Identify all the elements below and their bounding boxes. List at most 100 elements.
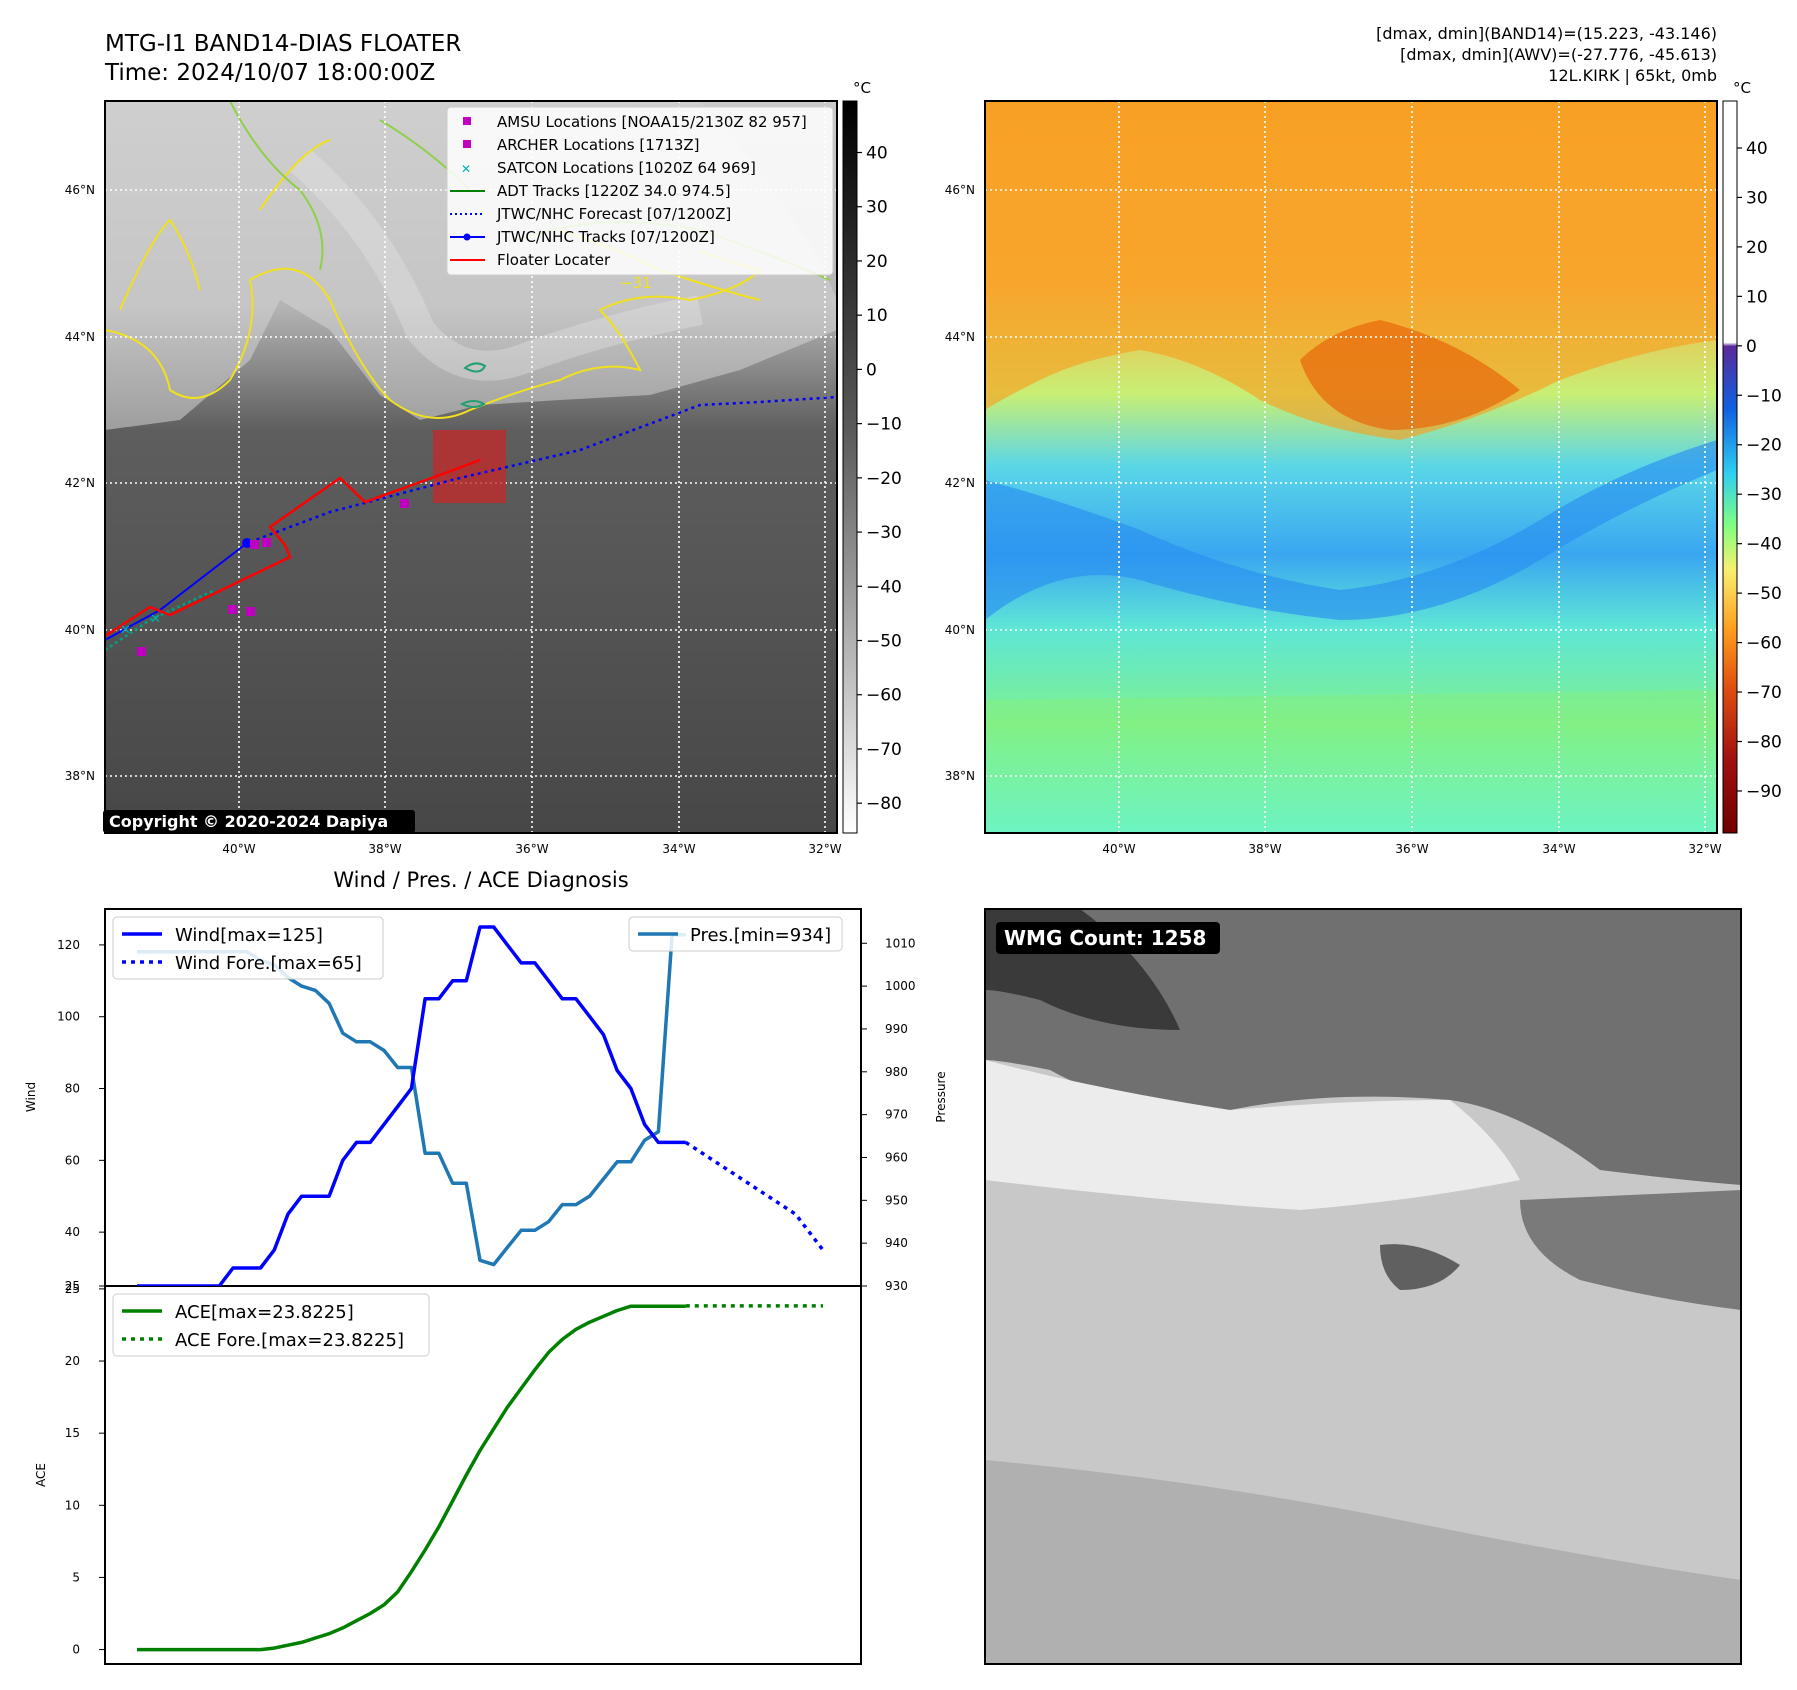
legend-label: ARCHER Locations [1713Z] bbox=[497, 136, 700, 154]
awv-frame bbox=[984, 100, 1718, 834]
lon-label: 38°W bbox=[368, 842, 401, 856]
colorbar-tick-label: −20 bbox=[1746, 436, 1782, 456]
wind-fore-legend-label: Wind Fore.[max=65] bbox=[175, 953, 362, 974]
colorbar-tick-label: 40 bbox=[866, 144, 888, 164]
awv-dry-region bbox=[985, 101, 1717, 440]
wind-legend: Wind[max=125] Wind Fore.[max=65] bbox=[112, 916, 384, 980]
legend-item: ADT Tracks [1220Z 34.0 974.5] bbox=[450, 182, 731, 200]
contour-yellow bbox=[105, 249, 762, 419]
satcon-x: ✕ bbox=[150, 612, 161, 627]
ace-yticks: 0 5 10 15 20 25 bbox=[65, 1282, 105, 1657]
legend-item: ARCHER Locations [1713Z] bbox=[463, 136, 700, 154]
colorbar-tick-label: 0 bbox=[1746, 337, 1757, 357]
legend-x-icon: ✕ bbox=[461, 162, 471, 176]
wind-tick-label: 60 bbox=[65, 1153, 80, 1167]
wmg-lower bbox=[985, 1460, 1741, 1664]
storm-info: 12L.KIRK | 65kt, 0mb bbox=[1548, 66, 1717, 85]
wind-tick-label: 25 bbox=[65, 1279, 80, 1293]
ace-legend: ACE[max=23.8225] ACE Fore.[max=23.8225] bbox=[112, 1293, 430, 1357]
lat-label: 44°N bbox=[65, 330, 95, 344]
lat-label: 38°N bbox=[65, 769, 95, 783]
awv-colorbar bbox=[1722, 100, 1738, 834]
ace-legend-label: ACE[max=23.8225] bbox=[175, 1302, 354, 1323]
wmg-panel: WMG Count: 1258 bbox=[984, 908, 1742, 1665]
awv-lat-labels: 46°N 44°N 42°N 40°N 38°N bbox=[945, 183, 975, 783]
legend-square-icon bbox=[463, 140, 471, 148]
satcon-track bbox=[105, 588, 216, 652]
ace-tick-label: 20 bbox=[65, 1354, 80, 1368]
lon-label: 34°W bbox=[1542, 842, 1575, 856]
colorbar-tick-label: −70 bbox=[1746, 683, 1782, 703]
lat-label: 46°N bbox=[945, 183, 975, 197]
wmg-count: WMG Count: 1258 bbox=[1004, 926, 1206, 950]
pressure-ylabel: Pressure bbox=[934, 1071, 948, 1122]
colorbar-tick-label: 10 bbox=[866, 306, 888, 326]
lon-label: 32°W bbox=[808, 842, 841, 856]
series-line-ace bbox=[137, 1304, 686, 1652]
ir-legend: AMSU Locations [NOAA15/2130Z 82 957] ARCH… bbox=[446, 106, 834, 276]
ace-ylabel: ACE bbox=[34, 1463, 48, 1487]
wind-tick-label: 80 bbox=[65, 1082, 80, 1096]
contour-label: −31 bbox=[620, 274, 652, 292]
awv-range: [dmax, dmin](AWV)=(-27.776, -45.613) bbox=[1400, 45, 1717, 64]
wind-tick-label: 100 bbox=[57, 1010, 80, 1024]
ace-tick-label: 15 bbox=[65, 1426, 80, 1440]
pressure-tick-label: 960 bbox=[885, 1150, 908, 1164]
ace-fore-legend-label: ACE Fore.[max=23.8225] bbox=[175, 1330, 404, 1351]
wmg-count-box bbox=[996, 922, 1220, 954]
band14-colorbar-unit: °C bbox=[853, 79, 871, 97]
figure-title: MTG-I1 BAND14-DIAS FLOATER bbox=[105, 31, 461, 57]
floater-box bbox=[433, 430, 506, 503]
pressure-yticks: 1010 1000 990 980 970 960 950 940 930 bbox=[861, 936, 916, 1293]
colorbar-tick-label: −80 bbox=[1746, 733, 1782, 753]
colorbar-tick-label: −60 bbox=[866, 686, 902, 706]
wmg-dark-right bbox=[1520, 1190, 1741, 1310]
ir-lon-labels: 40°W 38°W 36°W 34°W 32°W bbox=[222, 842, 841, 856]
ace-tick-label: 0 bbox=[72, 1643, 80, 1657]
legend-item: AMSU Locations [NOAA15/2130Z 82 957] bbox=[463, 113, 807, 131]
copyright: Copyright © 2020-2024 Dapiya bbox=[109, 812, 388, 831]
legend-dot-icon bbox=[463, 233, 471, 241]
lat-label: 46°N bbox=[65, 183, 95, 197]
wmg-frame bbox=[984, 908, 1742, 1665]
colorbar-tick-label: 20 bbox=[866, 252, 888, 272]
awv-core bbox=[1300, 320, 1520, 430]
band14-colorbar bbox=[842, 100, 858, 834]
lat-label: 42°N bbox=[945, 476, 975, 490]
lon-label: 40°W bbox=[222, 842, 255, 856]
colorbar-tick-label: −80 bbox=[866, 794, 902, 814]
pressure-tick-label: 950 bbox=[885, 1193, 908, 1207]
pressure-tick-label: 1000 bbox=[885, 979, 916, 993]
legend-item: ✕ SATCON Locations [1020Z 64 969] bbox=[461, 159, 756, 177]
awv-moist-band bbox=[985, 440, 1717, 620]
diagnosis-panel: Wind / Pres. / ACE Diagnosis Wind Pressu… bbox=[24, 868, 948, 1665]
legend-square-icon bbox=[463, 117, 471, 125]
pressure-tick-label: 990 bbox=[885, 1022, 908, 1036]
diagnosis-title: Wind / Pres. / ACE Diagnosis bbox=[333, 868, 628, 892]
colorbar-tick-label: −40 bbox=[866, 577, 902, 597]
awv-grid bbox=[985, 101, 1717, 833]
legend-item: JTWC/NHC Tracks [07/1200Z] bbox=[450, 228, 715, 246]
colorbar-tick-label: −30 bbox=[866, 523, 902, 543]
legend-label: SATCON Locations [1020Z 64 969] bbox=[497, 159, 756, 177]
pressure-legend-label: Pres.[min=934] bbox=[690, 925, 831, 946]
pressure-tick-label: 1010 bbox=[885, 936, 916, 950]
ace-series bbox=[137, 1304, 823, 1652]
lat-label: 42°N bbox=[65, 476, 95, 490]
ace-tick-label: 10 bbox=[65, 1498, 80, 1512]
legend-label: ADT Tracks [1220Z 34.0 974.5] bbox=[497, 182, 731, 200]
ace-tick-label: 5 bbox=[72, 1570, 80, 1584]
awv-south bbox=[985, 690, 1717, 833]
lat-label: 40°N bbox=[945, 623, 975, 637]
lat-label: 40°N bbox=[65, 623, 95, 637]
ir-lat-labels: 46°N 44°N 42°N 40°N 38°N bbox=[65, 183, 95, 783]
legend-item: JTWC/NHC Forecast [07/1200Z] bbox=[450, 205, 731, 223]
colorbar-tick-label: 10 bbox=[1746, 287, 1768, 307]
lon-label: 36°W bbox=[1395, 842, 1428, 856]
wind-ylabel: Wind bbox=[24, 1082, 38, 1112]
colorbar-tick-label: −50 bbox=[866, 632, 902, 652]
colorbar-tick-label: −60 bbox=[1746, 634, 1782, 654]
lon-label: 32°W bbox=[1688, 842, 1721, 856]
legend-label: AMSU Locations [NOAA15/2130Z 82 957] bbox=[497, 113, 807, 131]
lon-label: 34°W bbox=[662, 842, 695, 856]
